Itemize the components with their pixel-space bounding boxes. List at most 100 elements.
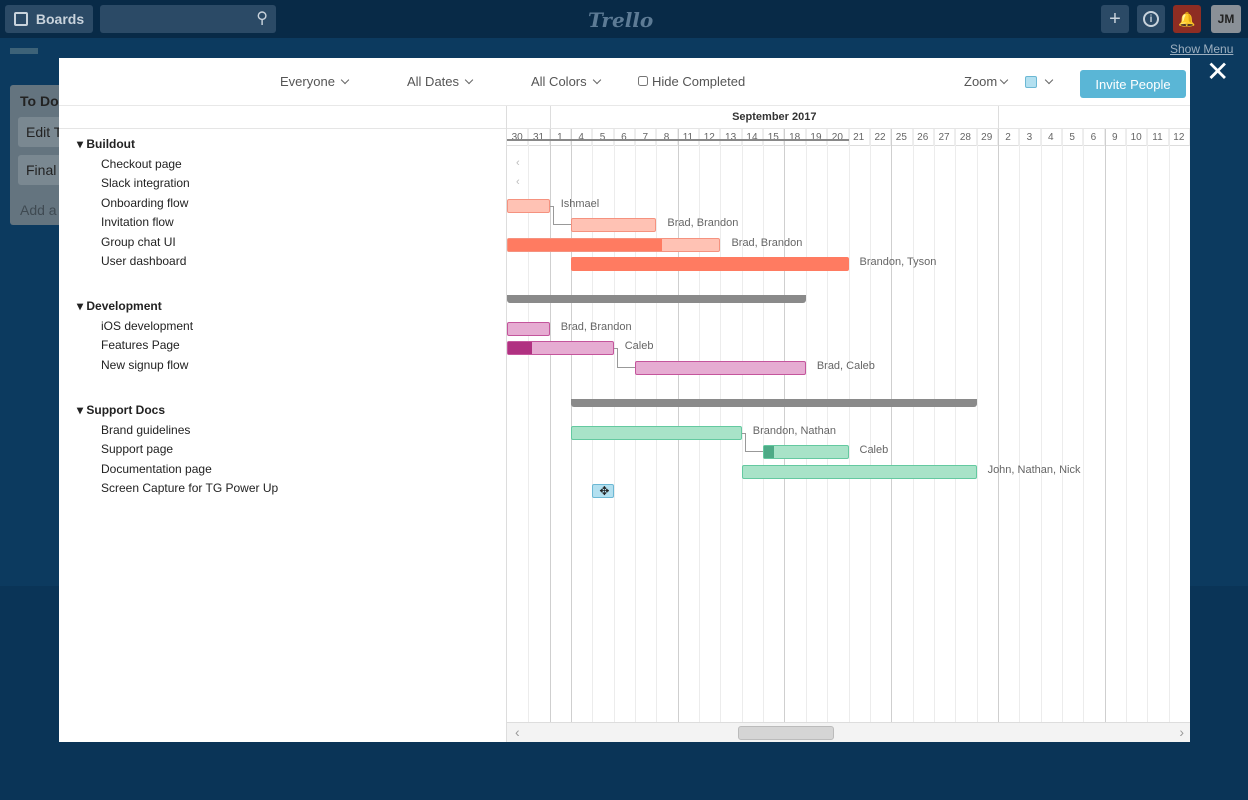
invite-people-button[interactable]: Invite People	[1080, 70, 1186, 98]
day-header: 2	[997, 129, 1020, 146]
offscreen-left-icon[interactable]: ‹	[516, 176, 520, 189]
task-name[interactable]: Brand guidelines	[101, 422, 191, 437]
day-header: 4	[1040, 129, 1062, 146]
group-summary-bar	[507, 139, 849, 141]
task-name[interactable]: Support page	[101, 442, 174, 457]
gantt-modal: Everyone All Dates All Colors Hide Compl…	[59, 58, 1190, 742]
task-name[interactable]: Onboarding flow	[101, 195, 189, 210]
day-header: 8	[656, 129, 678, 146]
show-menu-link[interactable]: Show Menu	[1170, 42, 1234, 56]
board-icon	[13, 12, 28, 26]
grid-line	[635, 129, 637, 722]
chevron-down-icon	[340, 75, 350, 85]
group-summary-bar	[571, 398, 977, 407]
add-card-link[interactable]: Add a	[20, 202, 57, 218]
task-name[interactable]: Group chat UI	[101, 234, 176, 249]
zoom-dropdown[interactable]: Zoom	[964, 74, 1009, 89]
colors-dropdown[interactable]: All Colors	[531, 74, 601, 89]
task-assignees: Brad, Brandon	[667, 217, 739, 230]
grid-line	[1125, 129, 1127, 722]
boards-label: Boards	[35, 11, 85, 27]
day-header: 11	[677, 129, 700, 146]
dates-dropdown[interactable]: All Dates	[407, 74, 474, 89]
add-button[interactable]: +	[1101, 5, 1129, 33]
grid-line	[1083, 129, 1085, 722]
group-header[interactable]: ▾ Buildout	[77, 137, 136, 151]
task-bar[interactable]	[507, 341, 614, 356]
task-bar[interactable]	[507, 237, 721, 252]
close-icon[interactable]: ✕	[1206, 56, 1230, 87]
task-assignees: Caleb	[624, 340, 654, 353]
checkbox[interactable]	[638, 76, 648, 86]
everyone-label: Everyone	[280, 74, 335, 89]
dependency-connector	[741, 432, 745, 434]
task-name[interactable]: New signup flow	[101, 357, 189, 372]
task-bar[interactable]	[763, 445, 849, 460]
day-header: 10	[1125, 129, 1148, 146]
task-bar[interactable]	[741, 464, 977, 479]
day-header: 12	[699, 129, 721, 146]
grid-line	[1061, 129, 1063, 722]
day-header: 29	[976, 129, 998, 146]
trello-logo: Trello	[588, 8, 654, 32]
scrollbar-thumb[interactable]	[738, 726, 834, 740]
gantt-toolbar: Everyone All Dates All Colors Hide Compl…	[59, 58, 1190, 106]
task-name[interactable]: iOS development	[101, 319, 194, 333]
month-header: September 2017	[549, 106, 998, 129]
task-assignees: John, Nathan, Nick	[987, 463, 1081, 476]
dates-label: All Dates	[407, 74, 460, 89]
scroll-left-icon[interactable]: ‹	[515, 724, 520, 740]
grid-line	[997, 129, 999, 722]
dependency-connector	[616, 348, 636, 368]
day-header: 12	[1168, 129, 1190, 146]
chevron-down-icon	[464, 75, 474, 85]
task-list-panel: ▾ Buildout Checkout page Slack integration…	[59, 106, 507, 742]
dependency-connector	[552, 205, 572, 226]
grid-line	[699, 129, 701, 722]
move-icon[interactable]: ✥	[599, 484, 610, 498]
plus-icon: +	[1109, 7, 1121, 30]
search-input[interactable]: ⚲	[100, 5, 276, 33]
boards-button[interactable]: Boards	[5, 5, 93, 33]
offscreen-left-icon[interactable]: ‹	[516, 157, 520, 169]
grid-line	[912, 129, 914, 722]
info-button[interactable]: i	[1137, 5, 1165, 33]
task-name[interactable]: Checkout page	[101, 157, 182, 171]
avatar[interactable]: JM	[1211, 5, 1241, 33]
task-name[interactable]: Invitation flow	[101, 215, 174, 230]
color-swatch[interactable]	[1025, 76, 1037, 88]
scroll-right-icon[interactable]: ›	[1179, 724, 1184, 740]
color-dropdown[interactable]	[1039, 74, 1054, 89]
task-bar[interactable]	[571, 218, 657, 233]
task-assignees: Caleb	[859, 444, 889, 457]
task-progress	[764, 446, 775, 459]
info-icon: i	[1143, 11, 1159, 27]
everyone-dropdown[interactable]: Everyone	[280, 74, 350, 89]
task-name[interactable]: Slack integration	[101, 176, 190, 191]
task-name[interactable]: Documentation page	[101, 461, 212, 476]
grid-line	[720, 129, 722, 722]
grid-line	[869, 129, 871, 722]
notifications-button[interactable]: 🔔	[1173, 5, 1201, 33]
hide-completed-checkbox[interactable]: Hide Completed	[638, 74, 745, 89]
task-bar[interactable]	[571, 425, 742, 440]
task-name[interactable]: User dashboard	[101, 254, 187, 268]
grid-line	[528, 129, 530, 722]
task-bar[interactable]	[635, 360, 806, 375]
task-assignees: Brad, Brandon	[560, 321, 632, 333]
group-header[interactable]: ▾ Development	[77, 299, 162, 313]
horizontal-scrollbar[interactable]: ‹ ›	[507, 722, 1190, 742]
group-header[interactable]: ▾ Support Docs	[77, 402, 166, 417]
task-bar[interactable]	[507, 322, 550, 336]
task-name[interactable]: Screen Capture for TG Power Up	[101, 481, 279, 495]
top-bar: Boards ⚲ Trello + i 🔔 JM	[0, 0, 1248, 38]
grid-line	[955, 129, 957, 722]
task-bar[interactable]	[571, 257, 849, 271]
task-bar[interactable]: ✥	[592, 484, 614, 498]
colors-label: All Colors	[531, 74, 587, 89]
chevron-down-icon	[999, 75, 1009, 85]
timeline-panel: ‹ › September 2017 30 31 1 4 5 6 7 8 11 12 13 14 15 18…	[507, 106, 1190, 742]
grid-line	[1168, 129, 1170, 722]
task-bar[interactable]	[507, 198, 550, 213]
task-name[interactable]: Features Page	[101, 338, 180, 353]
